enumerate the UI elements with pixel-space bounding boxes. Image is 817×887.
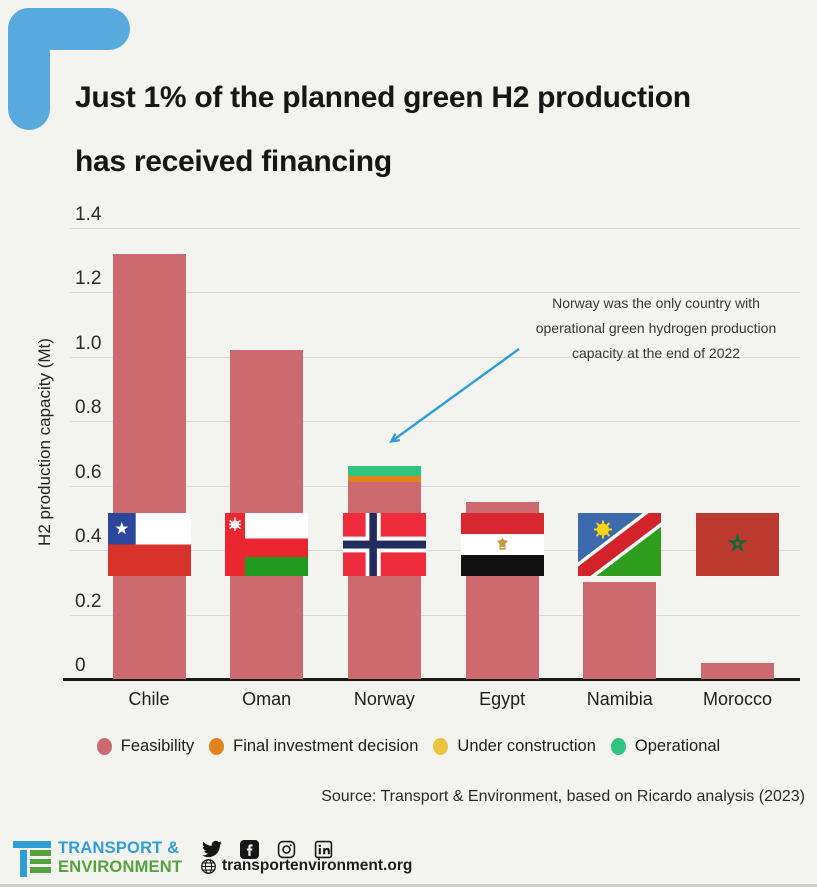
egypt-flag [460,513,544,576]
gridline-0.2 [70,614,800,616]
x-label-chile: Chile [128,689,170,709]
annotation-line-1: Norway was the only country with [552,295,760,311]
annotation-line-2: operational green hydrogen production [535,320,777,336]
title-line-2: has received financing [75,145,392,178]
logo-e-bar [30,850,51,856]
transport-environment-logo [13,841,53,877]
gridline-1.2 [70,292,800,294]
namibia-flag [578,513,662,576]
logo-t-bar [13,841,51,848]
linkedin-icon[interactable] [314,840,333,859]
y-tick-label-0.6: 0.6 [75,461,102,483]
legend-item-final-investment-decision: Final investment decision [209,737,418,756]
legend-dot-under-construction [433,738,449,755]
logo-t-stem [20,850,27,877]
logo-line-2: ENVIRONMENT [58,857,183,876]
annotation-text: Norway was the only country with operati… [500,291,812,366]
page-title: Just 1% of the planned green H2 producti… [75,66,691,194]
bottom-edge [0,884,817,887]
y-tick-label-1.0: 1.0 [75,332,102,354]
y-tick-label-0.4: 0.4 [75,526,102,548]
legend-label-final-investment-decision: Final investment decision [233,737,419,755]
x-label-namibia: Namibia [586,689,653,709]
y-tick-label-0: 0 [75,655,86,676]
legend-label-feasibility: Feasibility [120,737,195,755]
y-tick-label-0.8: 0.8 [75,397,102,419]
legend-label-under-construction: Under construction [457,737,596,755]
gridline-0.6 [70,485,800,487]
website-row: transportenvironment.org [200,857,412,875]
y-tick-label-1.2: 1.2 [75,268,102,290]
logo-e-bar [30,867,51,873]
x-label-egypt: Egypt [479,689,526,709]
social-icons-row [202,839,333,859]
y-axis-title: H2 production capacity (Mt) [35,338,54,546]
x-label-morocco: Morocco [702,689,773,709]
annotation-line-3: capacity at the end of 2022 [571,345,741,361]
y-tick-label-0.2: 0.2 [75,590,102,612]
legend-label-operational: Operational [634,737,721,755]
bar-chile-feasibility [112,253,186,679]
morocco-flag [696,513,779,576]
source-text: Source: Transport & Environment, based o… [321,788,805,805]
bar-norway-feasibility [347,482,421,679]
corner-accent-shape [8,8,50,130]
y-tick-label-1.4: 1.4 [75,204,102,225]
chile-flag [107,513,191,576]
facebook-icon[interactable] [240,839,259,859]
instagram-icon[interactable] [277,840,296,859]
legend-dot-operational [610,738,626,755]
bar-norway-operational [347,466,421,477]
x-label-norway: Norway [353,689,415,709]
legend-dot-feasibility [96,738,112,755]
logo-e-bar [30,858,51,864]
legend-item-under-construction: Under construction [433,737,596,756]
legend-item-feasibility: Feasibility [96,737,195,756]
legend-item-operational: Operational [610,737,721,756]
title-line-1: Just 1% of the planned green H2 producti… [75,81,691,114]
x-label-oman: Oman [242,689,292,709]
x-axis-line [63,678,800,681]
oman-flag [225,513,309,576]
website-url[interactable]: transportenvironment.org [222,857,413,874]
norway-flag [342,513,426,576]
globe-icon [201,858,216,874]
bar-norway-final-investment-decision [347,476,421,483]
logo-line-1: TRANSPORT & [58,839,180,857]
twitter-icon[interactable] [202,839,222,859]
legend-dot-final-investment-decision [209,738,225,755]
gridline-1.4 [70,228,800,229]
bar-morocco-feasibility [701,662,774,679]
bar-namibia-feasibility [583,582,657,679]
logo-wordmark: TRANSPORT & ENVIRONMENT [58,839,182,876]
chart-legend: Feasibility Final investment decision Unde… [0,737,817,756]
gridline-0.4 [70,550,800,552]
